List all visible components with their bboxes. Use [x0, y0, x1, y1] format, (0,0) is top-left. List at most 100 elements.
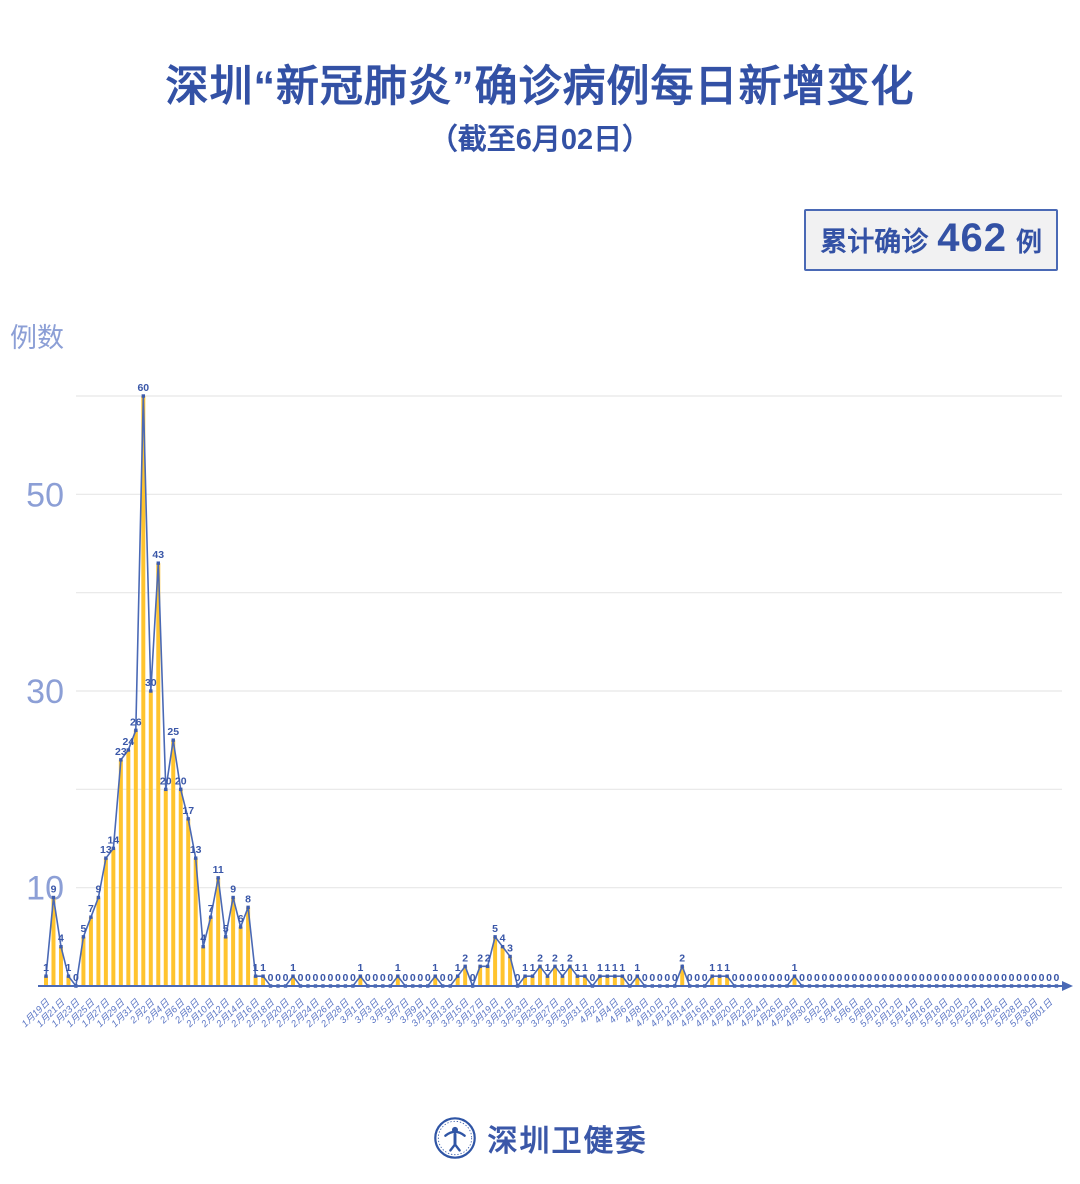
- svg-text:0: 0: [1009, 972, 1015, 984]
- svg-text:0: 0: [649, 972, 655, 984]
- svg-text:0: 0: [328, 972, 334, 984]
- svg-text:1: 1: [634, 962, 640, 974]
- cumulative-total-badge: 累计确诊 462 例: [804, 209, 1058, 271]
- svg-text:0: 0: [268, 972, 274, 984]
- svg-text:0: 0: [964, 972, 970, 984]
- svg-text:1: 1: [43, 962, 49, 974]
- svg-text:6: 6: [238, 913, 244, 925]
- org-name: 深圳卫健委: [487, 1125, 648, 1158]
- svg-text:5: 5: [492, 923, 498, 935]
- svg-text:1: 1: [619, 962, 625, 974]
- svg-text:2: 2: [477, 952, 483, 964]
- svg-text:0: 0: [979, 972, 985, 984]
- svg-text:13: 13: [100, 844, 112, 856]
- svg-text:0: 0: [350, 972, 356, 984]
- footer: 深圳卫健委: [0, 1108, 1080, 1168]
- svg-text:0: 0: [836, 972, 842, 984]
- value-labels: 1941057913142324266030432025201713471159…: [43, 382, 1059, 984]
- svg-text:1: 1: [395, 962, 401, 974]
- svg-text:0: 0: [919, 972, 925, 984]
- svg-text:2: 2: [679, 952, 685, 964]
- svg-text:0: 0: [372, 972, 378, 984]
- svg-text:4: 4: [58, 933, 64, 945]
- svg-text:0: 0: [1024, 972, 1030, 984]
- svg-text:0: 0: [335, 972, 341, 984]
- svg-text:24: 24: [122, 736, 134, 748]
- svg-text:0: 0: [657, 972, 663, 984]
- svg-text:7: 7: [88, 903, 94, 915]
- svg-text:1: 1: [530, 962, 536, 974]
- svg-text:11: 11: [213, 864, 224, 876]
- svg-text:0: 0: [1054, 972, 1060, 984]
- svg-text:10: 10: [26, 870, 64, 908]
- svg-text:0: 0: [589, 972, 595, 984]
- svg-text:13: 13: [190, 844, 202, 856]
- svg-text:0: 0: [739, 972, 745, 984]
- svg-text:8: 8: [245, 893, 251, 905]
- svg-text:0: 0: [664, 972, 670, 984]
- svg-text:0: 0: [784, 972, 790, 984]
- svg-text:0: 0: [769, 972, 775, 984]
- svg-text:0: 0: [986, 972, 992, 984]
- svg-text:2: 2: [462, 952, 468, 964]
- svg-text:0: 0: [702, 972, 708, 984]
- svg-text:0: 0: [694, 972, 700, 984]
- x-axis: [38, 981, 1073, 991]
- svg-text:0: 0: [814, 972, 820, 984]
- svg-text:0: 0: [470, 972, 476, 984]
- svg-text:2: 2: [552, 952, 558, 964]
- svg-text:1: 1: [357, 962, 363, 974]
- svg-text:0: 0: [687, 972, 693, 984]
- svg-text:0: 0: [889, 972, 895, 984]
- svg-text:0: 0: [829, 972, 835, 984]
- svg-text:0: 0: [971, 972, 977, 984]
- svg-text:0: 0: [822, 972, 828, 984]
- svg-text:30: 30: [145, 677, 157, 689]
- org-logo-icon: [433, 1117, 476, 1159]
- badge-prefix: 累计确诊: [820, 227, 929, 257]
- svg-text:0: 0: [859, 972, 865, 984]
- svg-text:0: 0: [747, 972, 753, 984]
- svg-text:0: 0: [777, 972, 783, 984]
- svg-text:60: 60: [137, 382, 149, 394]
- svg-text:0: 0: [1001, 972, 1007, 984]
- svg-text:0: 0: [342, 972, 348, 984]
- svg-text:1: 1: [612, 962, 618, 974]
- y-axis-title: 例数: [10, 323, 64, 353]
- svg-text:0: 0: [642, 972, 648, 984]
- page-title: 深圳“新冠肺炎”确诊病例每日新增变化: [165, 63, 915, 111]
- svg-text:1: 1: [575, 962, 581, 974]
- x-axis-tick-labels: 1月19日1月21日1月23日1月25日1月27日1月29日1月31日2月2日2…: [20, 997, 1056, 1030]
- svg-text:0: 0: [941, 972, 947, 984]
- svg-text:1: 1: [455, 962, 461, 974]
- svg-text:0: 0: [283, 972, 289, 984]
- svg-text:1: 1: [560, 962, 566, 974]
- svg-text:0: 0: [1016, 972, 1022, 984]
- svg-text:4: 4: [500, 933, 506, 945]
- svg-text:25: 25: [167, 726, 179, 738]
- svg-text:1: 1: [260, 962, 266, 974]
- svg-text:2: 2: [537, 952, 543, 964]
- svg-text:9: 9: [95, 884, 101, 896]
- svg-text:14: 14: [108, 834, 120, 846]
- svg-text:0: 0: [851, 972, 857, 984]
- svg-text:1: 1: [290, 962, 296, 974]
- svg-text:0: 0: [934, 972, 940, 984]
- svg-text:0: 0: [73, 972, 79, 984]
- svg-text:0: 0: [275, 972, 281, 984]
- svg-text:26: 26: [130, 716, 142, 728]
- svg-text:0: 0: [956, 972, 962, 984]
- svg-text:0: 0: [672, 972, 678, 984]
- svg-text:2: 2: [485, 952, 491, 964]
- svg-text:1: 1: [597, 962, 603, 974]
- svg-text:43: 43: [152, 549, 164, 561]
- svg-text:5: 5: [81, 923, 87, 935]
- svg-text:0: 0: [515, 972, 521, 984]
- y-axis-tick-labels: 50 30 10: [26, 476, 64, 907]
- svg-text:0: 0: [387, 972, 393, 984]
- svg-text:20: 20: [175, 775, 187, 787]
- svg-text:0: 0: [732, 972, 738, 984]
- svg-text:30: 30: [26, 673, 64, 711]
- svg-text:0: 0: [410, 972, 416, 984]
